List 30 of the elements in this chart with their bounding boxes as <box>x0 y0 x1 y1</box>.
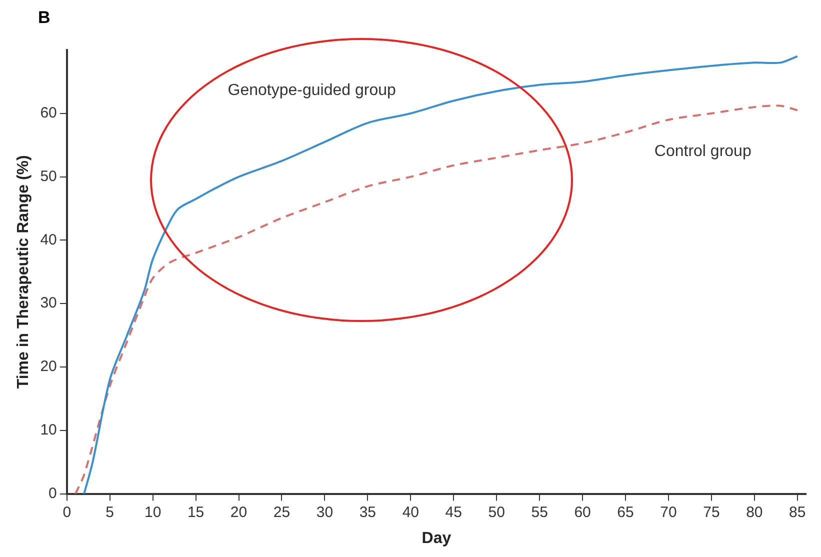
x-tick-label: 0 <box>62 504 72 521</box>
chart-title: B <box>38 8 50 28</box>
x-tick-label: 75 <box>703 504 720 521</box>
y-tick-label: 20 <box>40 358 57 376</box>
x-tick-label: 35 <box>359 504 376 521</box>
y-tick-label: 30 <box>40 294 57 312</box>
y-tick-label: 40 <box>40 231 57 248</box>
x-tick-label: 30 <box>316 504 334 521</box>
series-label: Genotype-guided group <box>228 82 396 99</box>
x-tick-label: 5 <box>106 504 114 521</box>
y-axis-title: Time in Therapeutic Range (%) <box>15 155 32 389</box>
x-axis-title: Day <box>422 530 452 547</box>
x-tick-label: 80 <box>746 504 763 521</box>
x-tick-label: 20 <box>230 504 248 521</box>
y-tick-label: 50 <box>40 168 57 185</box>
x-tick-label: 15 <box>187 504 204 521</box>
x-tick-label: 10 <box>144 504 162 521</box>
x-tick-label: 60 <box>574 504 591 521</box>
series-label: Control group <box>654 142 752 160</box>
y-tick-label: 0 <box>48 484 57 502</box>
x-tick-label: 45 <box>445 504 462 521</box>
x-tick-label: 70 <box>660 504 677 521</box>
y-tick-label: 10 <box>40 422 57 439</box>
x-tick-label: 40 <box>402 504 420 521</box>
x-tick-label: 50 <box>488 504 505 521</box>
y-tick-label: 60 <box>40 104 57 122</box>
x-tick-label: 55 <box>531 504 548 521</box>
x-tick-label: 85 <box>789 504 806 521</box>
x-tick-label: 25 <box>273 504 290 521</box>
x-tick-label: 65 <box>617 504 634 521</box>
